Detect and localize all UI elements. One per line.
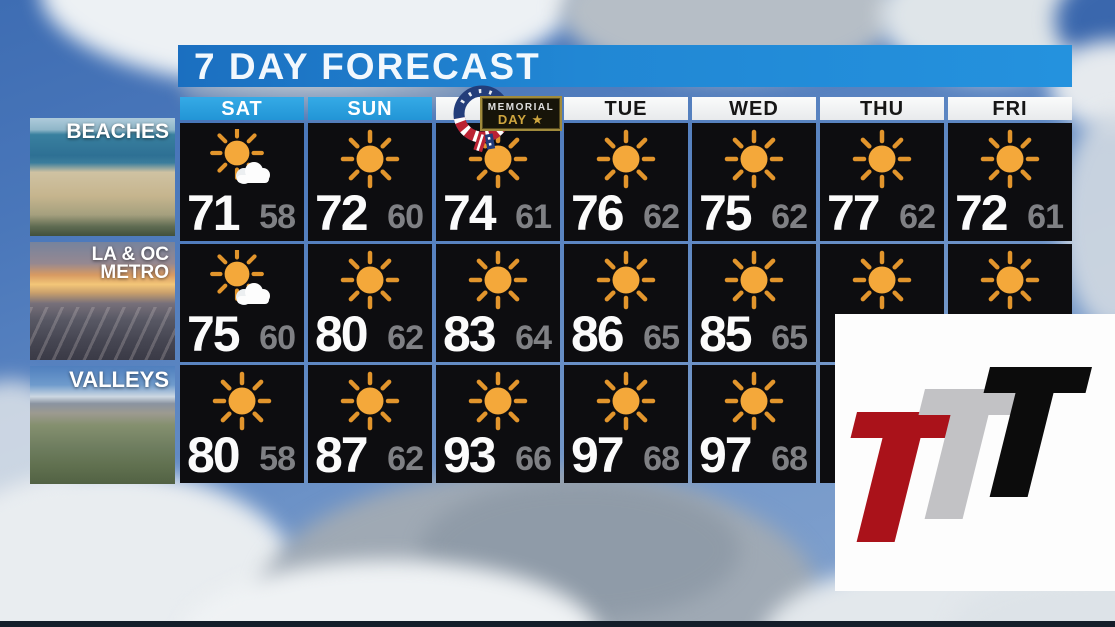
- high-temp: 72: [955, 185, 1009, 241]
- memorial-text-line1: MEMORIAL: [487, 101, 555, 113]
- forecast-cell: 80 58: [180, 365, 304, 483]
- memorial-plaque: MEMORIAL DAY ★: [480, 96, 562, 131]
- memorial-text-line2: DAY ★: [497, 111, 545, 127]
- forecast-cell: 93 66: [436, 365, 560, 483]
- low-temp: 62: [771, 198, 808, 236]
- high-temp: 80: [315, 306, 369, 362]
- low-temp: 58: [259, 440, 296, 478]
- low-temp: 68: [771, 440, 808, 478]
- high-temp: 97: [699, 427, 753, 483]
- day-header-tue: TUE: [564, 97, 688, 120]
- high-temp: 97: [571, 427, 625, 483]
- high-temp: 75: [699, 185, 753, 241]
- forecast-cell: 97 68: [564, 365, 688, 483]
- low-temp: 62: [899, 198, 936, 236]
- region-photo-valleys: VALLEYS: [30, 366, 175, 484]
- freeway-texture: [30, 306, 175, 360]
- forecast-cell: 76 62: [564, 123, 688, 241]
- sunny-icon: [209, 371, 275, 431]
- low-temp: 66: [515, 440, 552, 478]
- sunny-icon: [337, 129, 403, 189]
- low-temp: 60: [259, 319, 296, 357]
- high-temp: 93: [443, 427, 497, 483]
- forecast-cell: 75 60: [180, 244, 304, 362]
- sunny-icon: [465, 371, 531, 431]
- region-photo-beaches: BEACHES: [30, 118, 175, 236]
- forecast-cell: 85 65: [692, 244, 816, 362]
- partly-cloudy-icon: [209, 129, 275, 189]
- sunny-icon: [721, 371, 787, 431]
- forecast-cell: 72 60: [308, 123, 432, 241]
- high-temp: 87: [315, 427, 369, 483]
- day-header-thu: THU: [820, 97, 944, 120]
- forecast-cell: 72 61: [948, 123, 1072, 241]
- station-logo-box: [835, 314, 1115, 591]
- high-temp: 72: [315, 185, 369, 241]
- region-label-valleys: VALLEYS: [69, 367, 169, 392]
- high-temp: 80: [187, 427, 241, 483]
- day-header-sun: SUN: [308, 97, 432, 120]
- high-temp: 74: [443, 185, 497, 241]
- region-photo-la-oc-metro: LA & OC METRO: [30, 242, 175, 360]
- low-temp: 62: [643, 198, 680, 236]
- sunny-icon: [593, 371, 659, 431]
- low-temp: 64: [515, 319, 552, 357]
- sunny-icon: [849, 129, 915, 189]
- high-temp: 75: [187, 306, 241, 362]
- forecast-cell: 71 58: [180, 123, 304, 241]
- sunny-icon: [593, 250, 659, 310]
- sunny-icon: [977, 129, 1043, 189]
- forecast-title-bar: 7 DAY FORECAST: [178, 45, 1072, 87]
- low-temp: 60: [387, 198, 424, 236]
- partly-cloudy-icon: [209, 250, 275, 310]
- high-temp: 86: [571, 306, 625, 362]
- sunny-icon: [465, 250, 531, 310]
- low-temp: 62: [387, 319, 424, 357]
- forecast-cell: 80 62: [308, 244, 432, 362]
- forecast-cell: 86 65: [564, 244, 688, 362]
- forecast-cell: 75 62: [692, 123, 816, 241]
- region-label-beaches: BEACHES: [66, 120, 169, 143]
- high-temp: 71: [187, 185, 241, 241]
- memorial-day-badge: MEMORIAL DAY ★: [452, 84, 568, 158]
- bottom-letterbox-strip: [0, 621, 1115, 627]
- forecast-cell: 77 62: [820, 123, 944, 241]
- forecast-cell: 83 64: [436, 244, 560, 362]
- sunny-icon: [337, 250, 403, 310]
- sunny-icon: [721, 250, 787, 310]
- triple-t-logo-icon: [850, 367, 1092, 542]
- low-temp: 65: [771, 319, 808, 357]
- high-temp: 85: [699, 306, 753, 362]
- low-temp: 61: [1027, 198, 1064, 236]
- forecast-cell: 87 62: [308, 365, 432, 483]
- high-temp: 76: [571, 185, 625, 241]
- sunny-icon: [593, 129, 659, 189]
- sunny-icon: [977, 250, 1043, 310]
- low-temp: 62: [387, 440, 424, 478]
- day-header-wed: WED: [692, 97, 816, 120]
- high-temp: 77: [827, 185, 881, 241]
- sunny-icon: [721, 129, 787, 189]
- forecast-title: 7 DAY FORECAST: [194, 45, 541, 87]
- day-header-fri: FRI: [948, 97, 1072, 120]
- sunny-icon: [849, 250, 915, 310]
- region-label-la-oc: LA & OC: [91, 244, 169, 265]
- sunny-icon: [337, 371, 403, 431]
- low-temp: 58: [259, 198, 296, 236]
- low-temp: 68: [643, 440, 680, 478]
- high-temp: 83: [443, 306, 497, 362]
- forecast-cell: 97 68: [692, 365, 816, 483]
- day-header-sat: SAT: [180, 97, 304, 120]
- region-label-metro: METRO: [100, 262, 169, 284]
- low-temp: 61: [515, 198, 552, 236]
- forecast-cell: 74 61: [436, 123, 560, 241]
- low-temp: 65: [643, 319, 680, 357]
